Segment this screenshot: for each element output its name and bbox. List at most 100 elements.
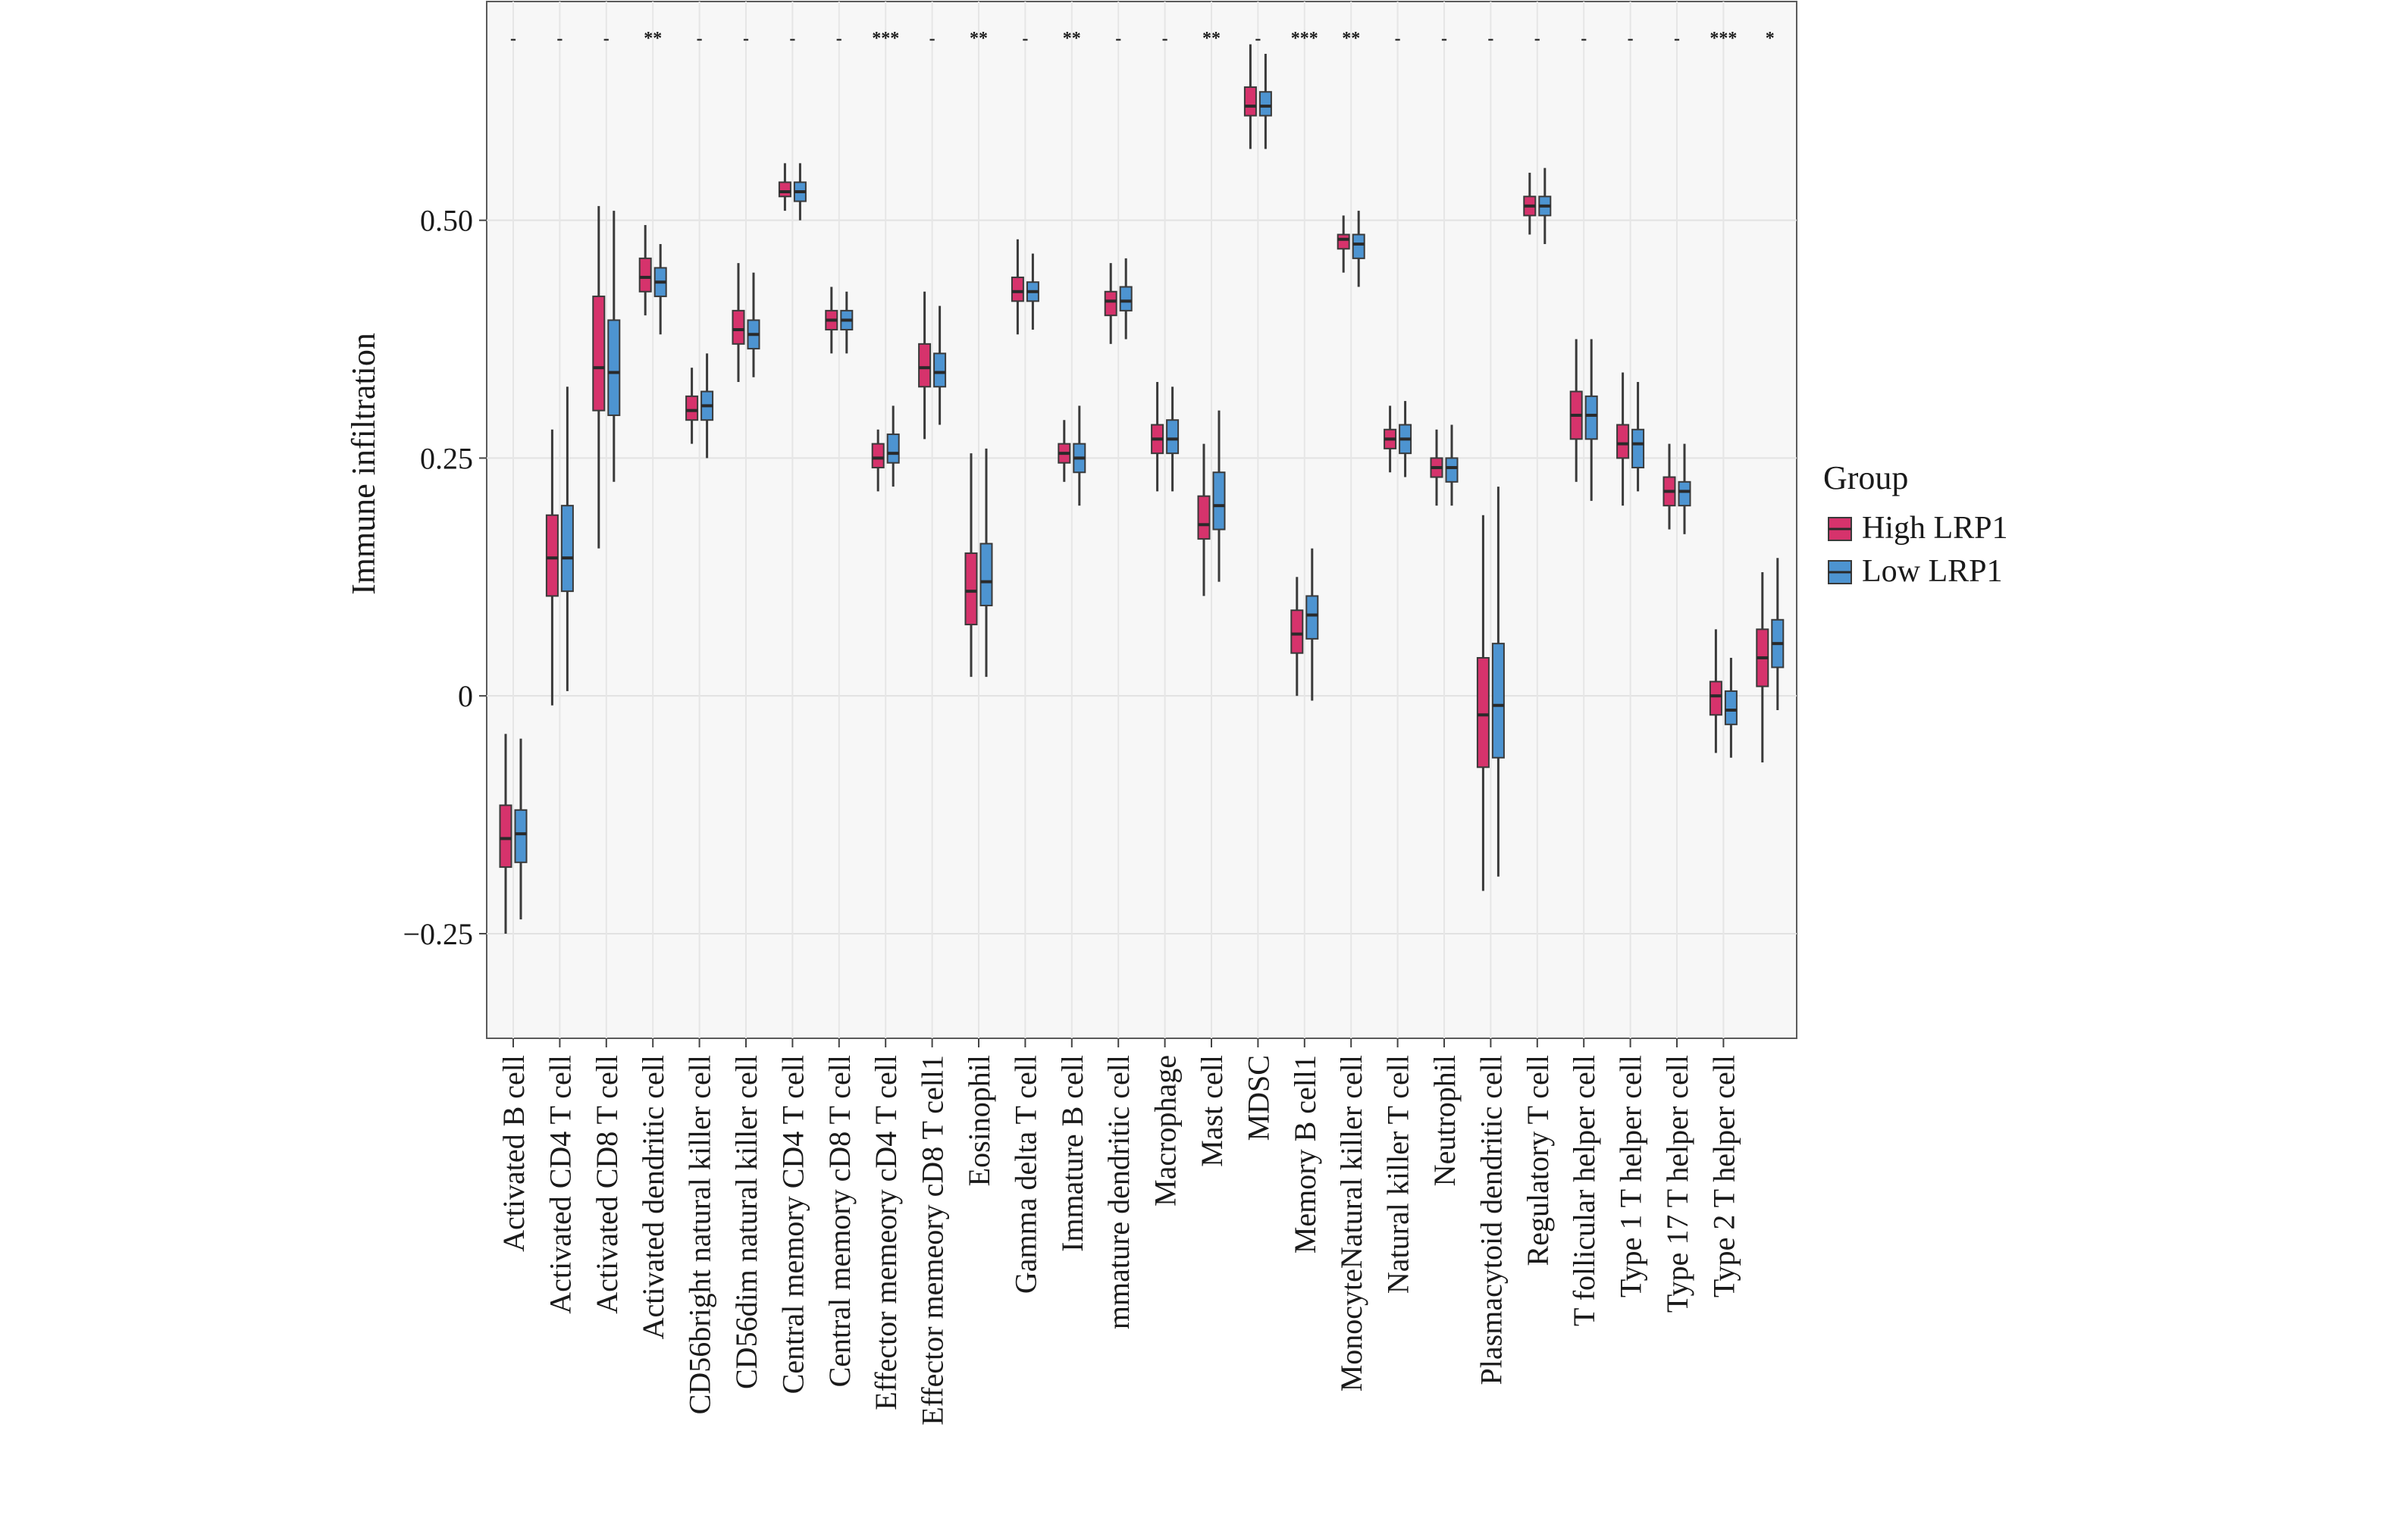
box-low [1258,54,1272,149]
box-body [918,343,932,388]
box-low [1538,167,1552,245]
box-low [1212,410,1226,582]
significance-label: - [1581,29,1587,49]
y-tick-label: 0.50 [420,204,473,238]
box-body [1166,419,1180,455]
significance-label: - [697,29,703,49]
box-high [1523,172,1537,235]
x-tick-label: Activated CD8 T cell [590,1055,624,1314]
x-tick-label: Eosinophil [962,1055,996,1186]
box-body [1352,233,1365,259]
x-tick-label: Regulatory T cell [1521,1055,1555,1266]
box-low [1771,558,1785,711]
box-low [653,244,667,335]
box-low [1119,258,1133,340]
legend: Group High LRP1 Low LRP1 [1823,459,2008,589]
y-tick-label: 0 [458,679,473,713]
box-high [499,734,512,934]
series-low-lrp1 [514,54,1785,920]
box-high [1011,239,1024,335]
box-body [1476,656,1490,768]
significance-label: - [743,29,749,49]
box-body [979,543,993,606]
x-tick-label: Gamma delta T cell [1008,1055,1042,1294]
box-body [886,434,900,464]
significance-label: - [1022,29,1028,49]
box-low [1073,405,1086,506]
box-low [979,448,993,678]
box-body [1337,233,1350,250]
box-body [1709,681,1722,716]
significance-label: ** [970,29,988,49]
box-high [964,453,978,678]
box-body [1724,690,1738,725]
box-high [1476,515,1490,891]
significance-label: *** [1710,29,1737,49]
significance-label: ** [1063,29,1081,49]
box-low [1631,382,1645,492]
x-tick-label: Macrophage [1149,1055,1183,1207]
y-tick-label: −0.25 [403,917,473,951]
box-low [1678,443,1691,534]
box-high [638,224,652,316]
x-tick-label: Activated CD4 T cell [543,1055,577,1314]
box-low [1445,424,1459,506]
x-tick-label: Natural killer T cell [1381,1055,1415,1294]
box-high [1243,44,1257,149]
x-tick-label: Mast cell [1195,1055,1229,1167]
box-body [1197,495,1211,540]
x-tick-label: Plasmacytoid dendritic cell [1474,1055,1508,1385]
box-low [1584,339,1598,501]
significance-label: - [1628,29,1634,49]
significance-label: - [1674,29,1680,49]
significance-label: - [836,29,842,49]
box-body [1491,643,1505,759]
x-tick-label: Neutrophil [1427,1055,1462,1186]
significance-label: ** [1202,29,1221,49]
legend-label: High LRP1 [1862,511,2008,546]
box-low [886,405,900,487]
significance-markers: - - - ** - - - - *** - ** - ** - - ** - *** ** - - - - - - - *** * [510,29,1775,49]
box-high [871,429,885,492]
box-body [1212,471,1226,531]
box-body [1243,86,1257,117]
box-body [1584,395,1598,440]
significance-label: - [789,29,795,49]
significance-label: - [1487,29,1493,49]
significance-label: - [1441,29,1447,49]
box-body [1119,286,1133,311]
x-tick-label: Effector memeory cD8 T cell1 [916,1055,950,1426]
box-high [1151,382,1164,492]
box-low [1026,253,1039,330]
x-tick-label: T follicular helper cell [1567,1055,1601,1326]
box-body [1678,480,1691,507]
box-body [560,505,574,593]
legend-label: Low LRP1 [1862,554,2003,589]
box-body [592,296,606,412]
y-axis: −0.25 0 0.25 0.50 [403,204,487,951]
box-high [1430,429,1443,506]
box-body [1104,290,1117,317]
box-high [1569,339,1583,482]
x-tick-label: MDSC [1241,1055,1275,1141]
y-tick-label: 0.25 [420,441,473,475]
box-high [732,263,745,383]
box-body [778,181,791,198]
box-high [918,291,932,440]
box-high [778,163,791,211]
x-tick-label: Type 17 T helper cell [1660,1055,1694,1313]
significance-label: - [1534,29,1540,49]
box-low [840,291,854,354]
series-high-lrp1 [499,44,1769,934]
significance-label: * [1766,29,1775,49]
x-tick-label: CD56bright natural killer cell [683,1055,717,1414]
plot-area [486,1,1797,1039]
box-low [793,163,807,221]
x-tick-label: Activated dendritic cell [636,1055,670,1339]
box-body [1305,595,1319,640]
significance-label: - [556,29,563,49]
box-high [1616,372,1630,506]
significance-label: - [603,29,610,49]
